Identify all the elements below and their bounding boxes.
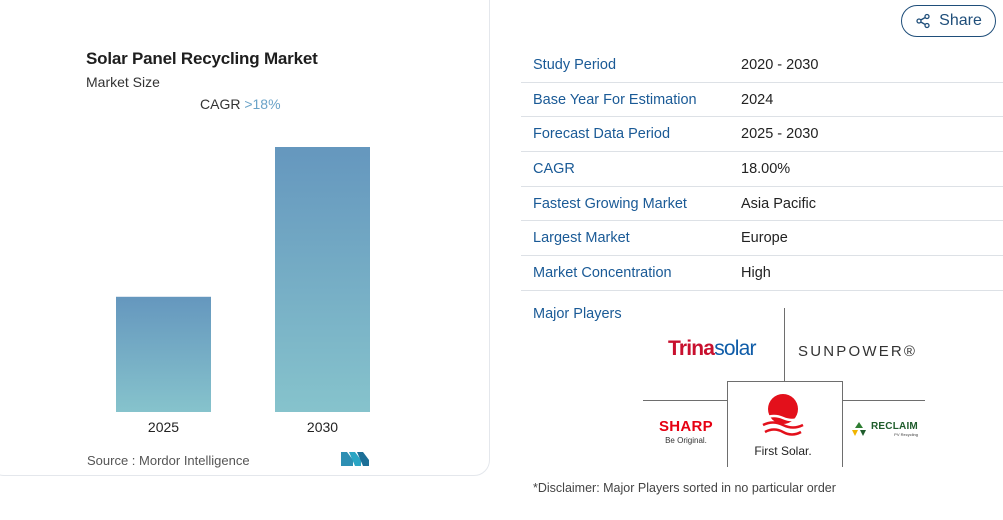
info-key: CAGR [533, 160, 575, 177]
info-value: 2024 [741, 91, 774, 108]
chart-title: Solar Panel Recycling Market [86, 49, 318, 68]
info-value: Asia Pacific [741, 195, 816, 212]
market-size-card [0, 0, 490, 476]
x-tick-label: 2030 [307, 419, 338, 435]
info-value: 2025 - 2030 [741, 126, 819, 143]
recycle-icon [852, 422, 866, 436]
info-row-fastest-growing: Fastest Growing Market Asia Pacific [521, 187, 1003, 222]
first-solar-logo: First Solar. [745, 392, 821, 458]
info-row-base-year: Base Year For Estimation 2024 [521, 83, 1003, 118]
divider [842, 400, 925, 401]
cagr-indicator: CAGR >18% [200, 96, 281, 112]
bar-2025 [116, 296, 211, 412]
x-tick-label: 2025 [148, 419, 179, 435]
market-size-chart: 2025 2030 [116, 147, 370, 435]
info-row-cagr: CAGR 18.00% [521, 152, 1003, 187]
cagr-value: >18% [244, 96, 281, 112]
mordor-intelligence-logo [341, 452, 369, 466]
chart-subtitle: Market Size [86, 74, 160, 90]
chart-source: Source : Mordor Intelligence [87, 453, 250, 468]
info-row-largest-market: Largest Market Europe [521, 221, 1003, 257]
info-row-forecast-period: Forecast Data Period 2025 - 2030 [521, 117, 1003, 153]
market-info-table: Study Period 2020 - 2030 Base Year For E… [521, 48, 1003, 291]
sharp-logo: SHARP Be Original. [658, 418, 713, 445]
share-label: Share [939, 12, 982, 29]
info-value: 18.00% [741, 160, 791, 177]
divider [784, 308, 785, 381]
sunpower-logo: SUNPOWER® [798, 343, 918, 360]
disclaimer: *Disclaimer: Major Players sorted in no … [533, 481, 836, 495]
info-key: Study Period [533, 56, 617, 73]
info-key: Market Concentration [533, 264, 672, 281]
info-key: Fastest Growing Market [533, 195, 687, 212]
info-row-study-period: Study Period 2020 - 2030 [521, 48, 1003, 83]
bar-2030 [275, 147, 370, 412]
cagr-label: CAGR [200, 96, 241, 112]
info-key: Forecast Data Period [533, 126, 671, 143]
info-key: Largest Market [533, 230, 630, 247]
first-solar-sun-icon [762, 394, 804, 436]
info-row-concentration: Market Concentration High [521, 256, 1003, 291]
info-value: 2020 - 2030 [741, 56, 819, 73]
major-players-label: Major Players [533, 306, 622, 322]
share-icon [916, 13, 930, 29]
reclaim-logo: RECLAIM PV Recycling [850, 421, 918, 437]
divider [643, 400, 727, 401]
divider [842, 381, 843, 467]
divider [727, 381, 842, 382]
divider [727, 381, 728, 467]
share-button[interactable]: Share [901, 5, 996, 37]
trina-solar-logo: Trinasolar [668, 337, 757, 360]
info-value: High [741, 264, 771, 281]
info-value: Europe [741, 230, 788, 247]
info-key: Base Year For Estimation [533, 91, 697, 108]
